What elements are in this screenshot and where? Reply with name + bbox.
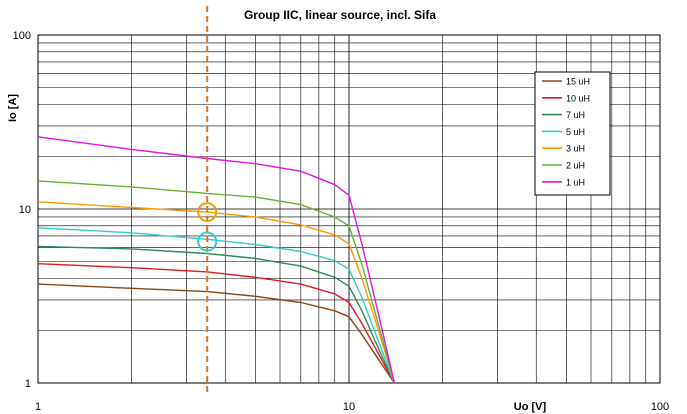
legend-label: 7 uH [566,110,585,120]
tick-labels: 1 10 100 1 10 100 [13,30,670,413]
highlight-circle [197,231,218,252]
legend-label: 10 uH [566,93,590,103]
legend-box [534,71,611,196]
y-tick-label: 10 [19,204,31,216]
y-tick-label: 100 [13,30,31,42]
series-line [37,136,396,384]
series-line [37,180,396,384]
legend-label: 5 uH [566,127,585,137]
legend-label: 2 uH [566,161,585,171]
legend-label: 1 uH [566,177,585,187]
chart-title: Group IIC, linear source, incl. Sifa [244,8,436,22]
legend: 15 uH 10 uH 7 uH 5 uH 3 uH 2 uH 1 uH [534,71,611,196]
x-tick-label: 10 [343,401,355,413]
x-axis-label: Uo [V] [514,401,547,413]
annotation-layer [197,6,218,393]
series-line [37,263,396,384]
series-line [37,201,396,384]
legend-label: 3 uH [566,144,585,154]
series-line [37,227,396,384]
series-line [37,283,395,384]
highlight-circle [197,202,218,223]
plot-area-frame [37,34,661,384]
x-tick-label: 1 [35,401,41,413]
series-line [37,245,396,384]
legend-label: 15 uH [566,77,590,87]
x-tick-label: 100 [651,401,669,413]
series-layer [37,136,396,384]
y-axis-label: Io [A] [7,94,19,122]
y-tick-label: 1 [25,378,31,390]
